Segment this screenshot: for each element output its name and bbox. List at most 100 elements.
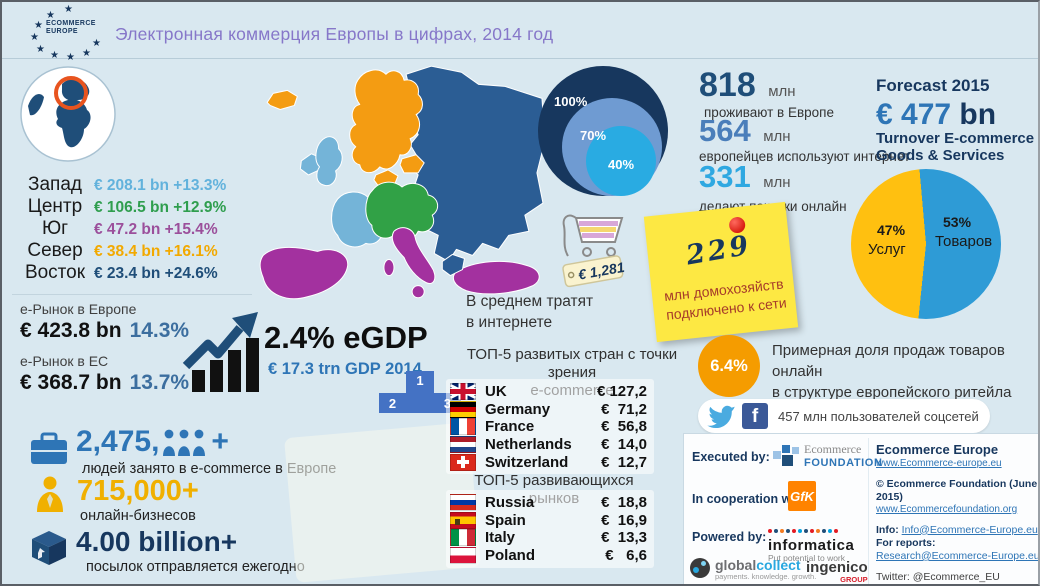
powered-by-label: Powered by:	[692, 530, 767, 544]
podium-second: 2	[379, 393, 406, 413]
credits-divider	[868, 438, 869, 584]
flag-switzerland-icon	[450, 453, 476, 471]
pie-right-pct: 53%	[943, 214, 972, 230]
globalcollect-tagline: payments. knowledge. growth.	[715, 572, 817, 581]
flag-france-icon	[450, 418, 476, 436]
emarket-eu-value: € 368.7 bn	[20, 371, 122, 394]
stat-shoppers-number: 331	[699, 159, 751, 194]
map-region-east	[441, 253, 465, 277]
top5-developed-table: UK € 127,2 Germany € 71,2 France € 56,8 …	[450, 383, 647, 471]
shoppers-circle-40	[586, 126, 656, 196]
circle-label-70: 70%	[580, 128, 607, 143]
logo-text: ECOMMERCE EUROPE	[46, 20, 96, 35]
map-region-south	[383, 258, 395, 277]
retail-share-badge: 6.4%	[698, 335, 760, 397]
country-value: € 6,6	[605, 547, 647, 565]
region-value: € 23.4 bn +24.6%	[94, 265, 218, 282]
forecast-title: Forecast 2015	[876, 76, 990, 95]
contact-column: Ecommerce Europe www.Ecommerce-europe.eu…	[876, 442, 1040, 584]
map-region-central	[365, 181, 439, 241]
stat-internet-users: 564 млн европейцев используют интернет	[699, 115, 910, 164]
top5-developed-panel	[446, 379, 654, 474]
country-value: € 16,9	[601, 511, 647, 529]
emarket-europe-value: € 423.8 bn	[20, 319, 122, 342]
map-region-south	[452, 260, 540, 295]
forecast-block: Forecast 2015 € 477 bn Turnover E-commer…	[876, 76, 1038, 164]
europe-map	[259, 65, 546, 300]
table-row: France € 56,8	[450, 418, 647, 436]
briefcase-icon	[31, 432, 67, 464]
table-row: Russia € 18,8	[450, 494, 647, 512]
parcels-caption: посылок отправляется ежегодно	[86, 559, 305, 575]
region-stats: Запад € 208.1 bn +13.3% Центр € 106.5 bn…	[16, 174, 252, 284]
stat-shoppers-unit: млн	[763, 174, 791, 191]
table-row: Italy € 13,3	[450, 529, 647, 547]
foundation-name: Ecommerce	[804, 442, 862, 456]
region-label: Юг	[41, 218, 69, 239]
stat-internet-number: 564	[699, 113, 751, 148]
map-region-south	[259, 246, 349, 300]
map-region-east	[405, 65, 546, 262]
forecast-unit: bn	[951, 98, 997, 131]
country-name: Netherlands	[485, 436, 572, 454]
egdp-headline: 2.4% eGDP	[264, 320, 428, 355]
people-icons	[163, 429, 206, 456]
country-value: € 71,2	[601, 400, 647, 418]
top5-emerging-table: Russia € 18,8 Spain € 16,9 Italy € 13,3 …	[450, 494, 647, 565]
sticky-note-number: 229	[683, 229, 754, 272]
country-value: € 18,8	[601, 494, 647, 512]
stat-population-caption: проживают в Европе	[704, 105, 834, 120]
map-region-north	[399, 154, 425, 174]
region-row: Юг € 47.2 bn +15.4%	[16, 218, 252, 240]
ingenico-logo: ingenico GROUP	[806, 560, 868, 584]
stat-population-unit: млн	[768, 83, 796, 100]
header: ★ ★ ★ ★ ★ ★ ★ ★ ★ ECOMMERCE EUROPE Электронна…	[2, 2, 1038, 63]
parcels-value: 4.00 billion+	[76, 526, 238, 557]
globalcollect-name-2: collect	[756, 557, 801, 573]
people-employed-caption: людей занято в e-commerce в Европе	[82, 461, 337, 477]
retail-share-caption: Примерная доля продаж товаров онлайн в с…	[772, 342, 1012, 401]
country-name: Switzerland	[485, 453, 569, 471]
reports-label: For reports:	[876, 536, 936, 549]
globe-icon	[20, 66, 116, 162]
emarket-eu: е-Рынок в ЕС € 368.7 bn 13.7%	[20, 353, 189, 395]
online-businesses-value: 715,000+	[77, 475, 199, 507]
reports-email-link[interactable]: Research@Ecommerce-Europe.eu	[876, 549, 1040, 562]
region-row: Север € 38.4 bn +16.1%	[16, 240, 252, 262]
map-region-north	[266, 89, 298, 110]
country-value: € 13,3	[601, 529, 647, 547]
emarket-europe-label: е-Рынок в Европе	[20, 301, 137, 317]
region-label: Центр	[27, 196, 83, 217]
info-email-link[interactable]: Info@Ecommerce-Europe.eu	[901, 523, 1038, 536]
emarket-europe: е-Рынок в Европе € 423.8 bn 14.3%	[20, 301, 189, 343]
ecommerce-europe-link[interactable]: www.Ecommerce-europe.eu	[876, 458, 1002, 470]
ecommerce-europe-logo: ★ ★ ★ ★ ★ ★ ★ ★ ★ ECOMMERCE EUROPE	[30, 4, 101, 63]
contact-org: Ecommerce Europe	[876, 442, 999, 457]
forecast-caption-2: Goods & Services	[876, 146, 1005, 164]
section-divider	[12, 294, 252, 295]
forecast-value: € 477	[876, 98, 952, 131]
facebook-icon: f	[742, 403, 768, 429]
top5-emerging-panel	[446, 490, 654, 568]
online-businesses-caption: онлайн-бизнесов	[80, 508, 196, 524]
shopping-cart-icon: € 1,281	[562, 214, 626, 288]
country-name: Italy	[485, 529, 516, 547]
sticky-note-caption: млн домохозяйств подключено к сети	[663, 275, 788, 323]
copyright-line: © Ecommerce Foundation (June 2015)	[876, 477, 1038, 503]
growth-chart-icon	[182, 312, 259, 392]
table-row: UK € 127,2	[450, 383, 647, 401]
country-name: Spain	[485, 511, 526, 529]
flag-spain-icon	[450, 511, 476, 529]
cooperation-label: In cooperation with:	[692, 492, 811, 506]
foundation-link[interactable]: www.Ecommercefoundation.org	[876, 504, 1018, 515]
country-value: € 14,0	[601, 436, 647, 454]
pie-left-label: Услуг	[868, 241, 906, 258]
foundation-sub: FOUNDATION	[804, 457, 883, 469]
sticky-note: 229 млн домохозяйств подключено к сети	[643, 201, 799, 343]
gfk-logo: GfK	[788, 481, 816, 511]
informatica-dots-icon	[768, 520, 854, 538]
table-row: Spain € 16,9	[450, 511, 647, 530]
region-value: € 47.2 bn +15.4%	[94, 221, 218, 238]
country-name: Poland	[485, 547, 536, 565]
